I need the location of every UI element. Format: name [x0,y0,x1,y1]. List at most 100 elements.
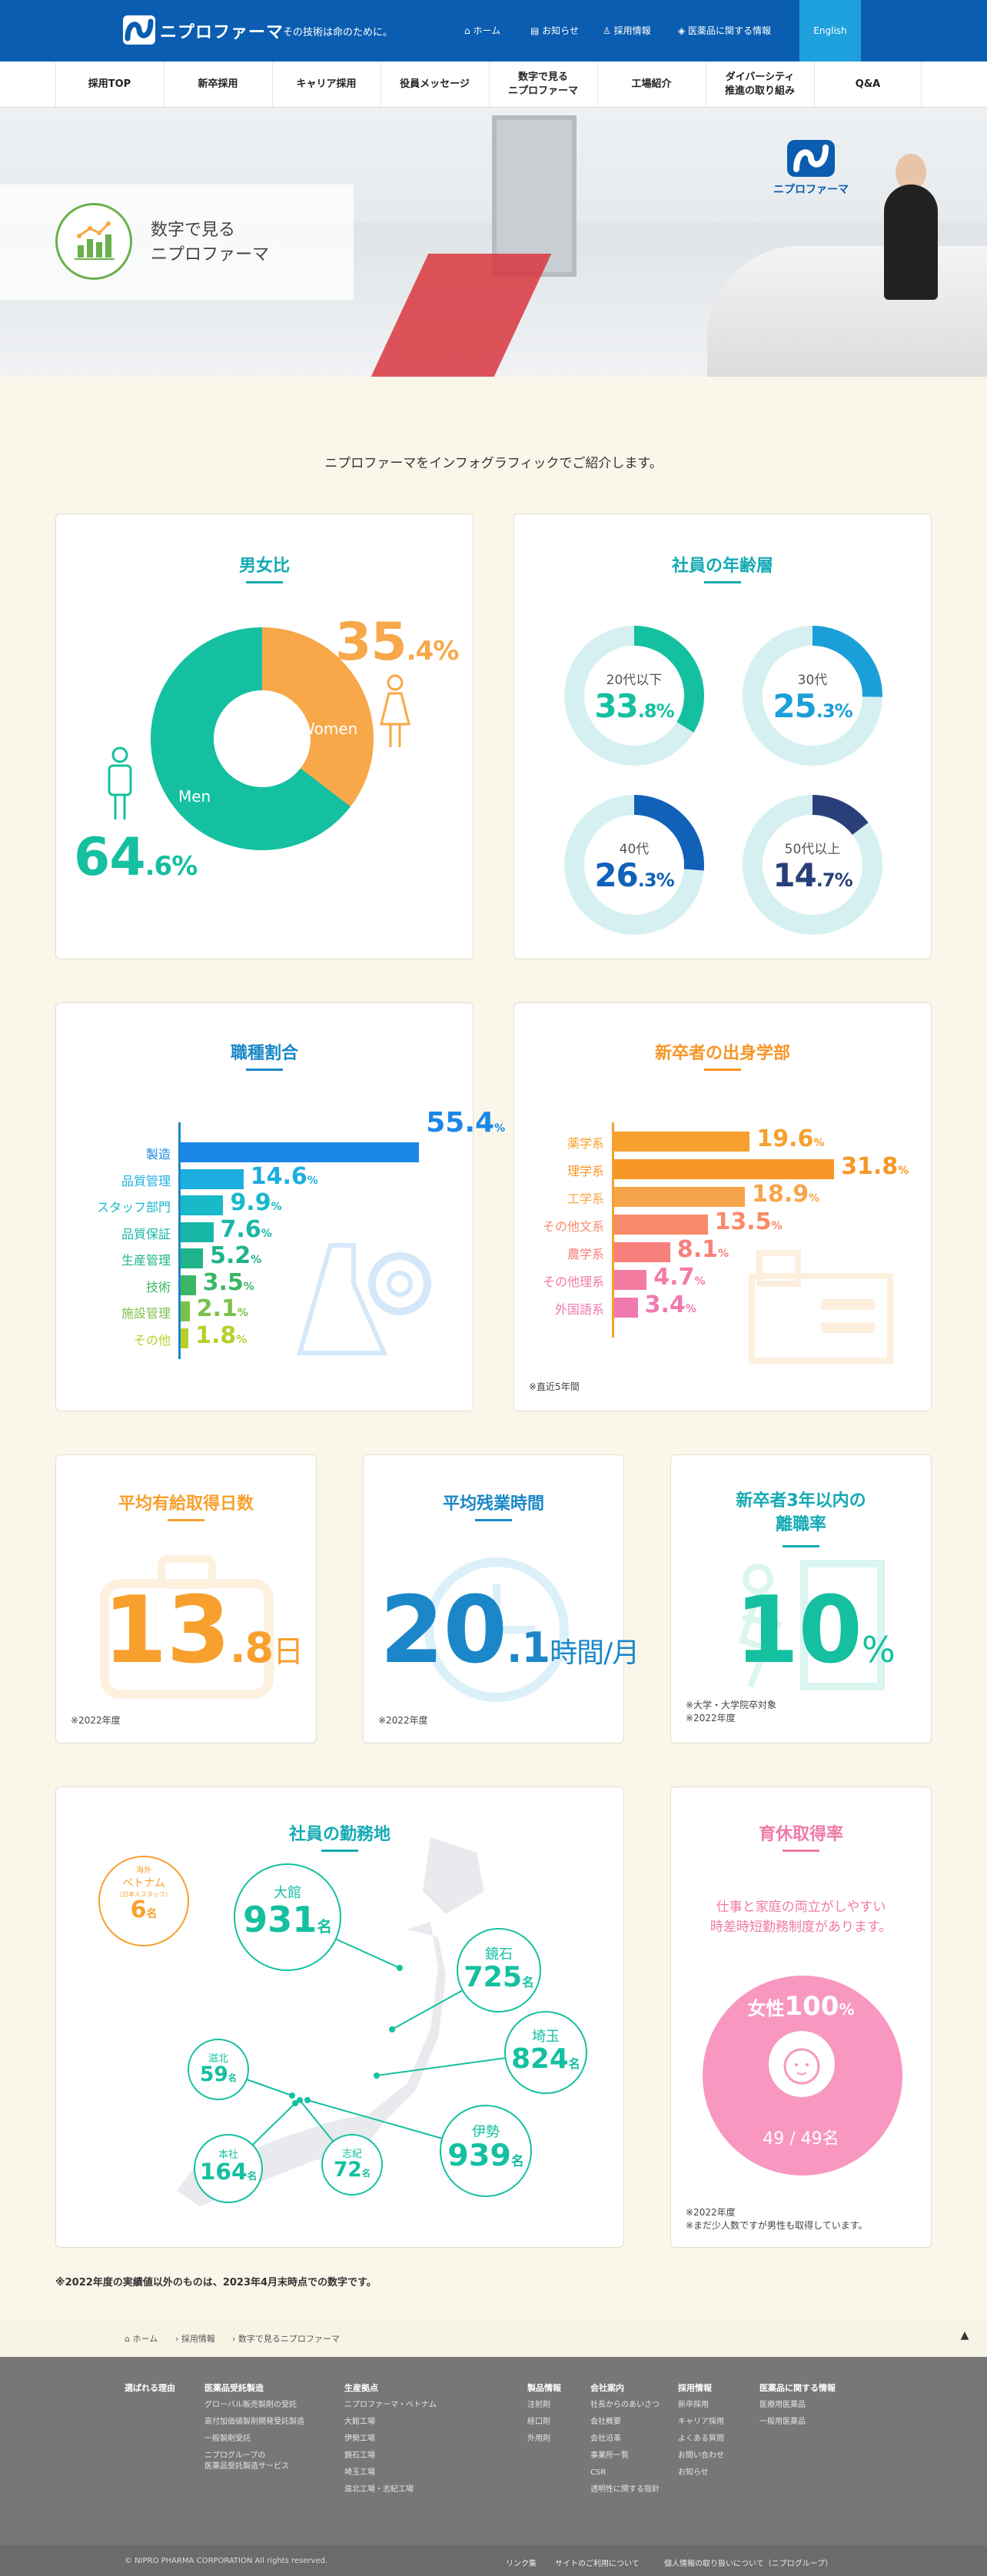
menu-qa[interactable]: Q&A [814,61,922,108]
footer-link-privacy[interactable]: 個人情報の取り扱いについて（ニプログループ） [664,2560,833,2568]
footer-link[interactable]: 一般用医薬品 [759,2418,806,2426]
footer-col-head[interactable]: 医薬品に関する情報 [759,2383,836,2393]
footer-link[interactable]: 透明性に関する指針 [590,2485,660,2494]
footer-link[interactable]: お知らせ [678,2468,709,2477]
nav-medicine[interactable]: ◈ 医薬品に関する情報 [678,24,771,37]
footer-link[interactable]: 経口剤 [527,2418,550,2426]
location-num: 725名 [458,1963,540,1991]
footer-col-head[interactable]: 選ばれる理由 [125,2383,175,2393]
menu-diversity[interactable]: ダイバーシティ 推進の取り組み [706,61,813,108]
footer-bar [0,2545,987,2576]
footer-link[interactable]: よくある質問 [678,2435,724,2443]
english-button[interactable]: English [799,0,861,61]
faculty-bar-value-unit: % [771,1220,783,1232]
leave-dec: .8 [230,1624,274,1672]
faculty-title: 新卒者の出身学部 [654,1044,790,1063]
location-num: 939名 [441,2140,530,2172]
footer-col-head[interactable]: 採用情報 [678,2383,712,2393]
hero-sign: ニプロファーマ [765,138,857,197]
home-icon: ⌂ [464,25,474,36]
menu-career[interactable]: キャリア採用 [272,61,380,108]
footer-link[interactable]: 事業所一覧 [590,2451,629,2460]
breadcrumb [0,2320,987,2357]
page-top-icon[interactable]: ▲ [960,2329,969,2342]
faculty-bar-value: 8.1% [677,1236,729,1263]
nav-recruit[interactable]: ♙ 採用情報 [603,24,651,37]
footer-link[interactable]: 鏡石工場 [344,2451,375,2460]
nav-home-label: ホーム [473,25,501,36]
footer-link[interactable]: 伊勢工場 [344,2435,375,2443]
age-value-dec: .8% [637,700,675,722]
faculty-bar-value-unit: % [898,1165,909,1177]
nav-home[interactable]: ⌂ ホーム [464,24,500,37]
gender-donut [151,627,374,850]
footer-link[interactable]: 埼玉工場 [344,2468,375,2477]
logo-text[interactable]: ニプロファーマ [160,23,284,42]
age-value: 25.3% [739,687,886,725]
age-ring-3 [743,795,882,935]
menu-recruit-top[interactable]: 採用TOP [55,61,163,108]
footer-col-head[interactable]: 製品情報 [527,2383,561,2393]
job-bar [181,1248,204,1268]
footer-link[interactable]: 注射剤 [527,2401,550,2409]
footer-link[interactable]: キャリア採用 [678,2418,724,2426]
footer-link[interactable]: 新卒採用 [678,2401,709,2409]
location-unit: 名 [228,2072,237,2083]
footer-col-head[interactable]: 生産拠点 [344,2383,378,2393]
location-bubble: 志紀 72名 [321,2134,383,2195]
age-ring-arc [743,626,882,766]
baby-icon [769,2031,835,2097]
main-menu [0,61,987,108]
locations-underline [321,1850,358,1852]
footer-link[interactable]: 外用剤 [527,2435,550,2443]
location-unit: 名 [522,1975,534,1989]
footer-link[interactable]: お問い合わせ [678,2451,724,2460]
hero-elevator [492,115,577,277]
menu-numbers[interactable]: 数字で見る ニプロファーマ [489,61,597,108]
faculty-bar-label: その他理系 [542,1275,604,1289]
logo-icon[interactable] [123,15,155,45]
menu-factory[interactable]: 工場紹介 [597,61,705,108]
faculty-bar-label: 理学系 [567,1164,604,1178]
leave-underline [168,1519,204,1521]
gender-title: 男女比 [238,557,290,576]
location-name: 伊勢 [472,2124,500,2141]
menu-message[interactable]: 役員メッセージ [381,61,488,108]
footer-link[interactable]: CSR [590,2468,606,2477]
faculty-bar [614,1187,746,1207]
job-bar-value-num: 9.9 [230,1189,271,1216]
footer-link-links[interactable]: リンク集 [506,2560,537,2568]
footer-link[interactable]: ニプログループの 医薬品受託製造サービス [204,2451,289,2471]
childcare-note: ※2022年度 ※まだ少人数ですが男性も取得しています。 [686,2207,868,2231]
faculty-bar-value: 3.4% [645,1291,696,1318]
overtime-dec: .1 [507,1624,550,1672]
footer-link[interactable]: ニプロファーマ・ベトナム [344,2401,437,2409]
footer-link[interactable]: 社長からのあいさつ [590,2401,660,2409]
job-bar-value-unit: % [251,1254,262,1266]
footer-link[interactable]: 医療用医薬品 [759,2401,806,2409]
footer-link-terms[interactable]: サイトのご利用について [555,2560,640,2568]
footer-link[interactable]: 滋北工場・志紀工場 [344,2485,414,2494]
footer-link[interactable]: 会社概要 [590,2418,621,2426]
gender-men-dec: .6% [145,851,198,882]
footer-link[interactable]: 一般製剤受託 [204,2435,251,2443]
hero-sign-text: ニプロファーマ [773,184,849,196]
footer-col-head[interactable]: 会社案内 [590,2383,624,2393]
breadcrumb-home[interactable]: ⌂ ホーム [125,2332,158,2345]
breadcrumb-recruit[interactable]: › 採用情報 [175,2334,215,2344]
footer-col-head[interactable]: 医薬品受託製造 [204,2383,264,2393]
footer-link[interactable]: 大館工場 [344,2418,375,2426]
job-bar [181,1142,420,1162]
gender-women-label: Women [300,720,358,738]
location-unit: 名 [317,1918,332,1936]
menu-new-grad[interactable]: 新卒採用 [164,61,271,108]
footer-link[interactable]: 高付加価値製剤開発受託製造 [204,2418,304,2426]
location-dot [374,2072,380,2079]
footer-link[interactable]: グローバル販売製剤の受託 [204,2401,297,2409]
job-bar-value: 3.5% [203,1269,254,1296]
job-bar-label: 品質管理 [121,1173,171,1188]
overtime-underline [475,1519,512,1521]
locations-title: 社員の勤務地 [288,1825,390,1844]
footer-link[interactable]: 会社沿革 [590,2435,621,2443]
nav-news[interactable]: ▤ お知らせ [530,24,579,37]
